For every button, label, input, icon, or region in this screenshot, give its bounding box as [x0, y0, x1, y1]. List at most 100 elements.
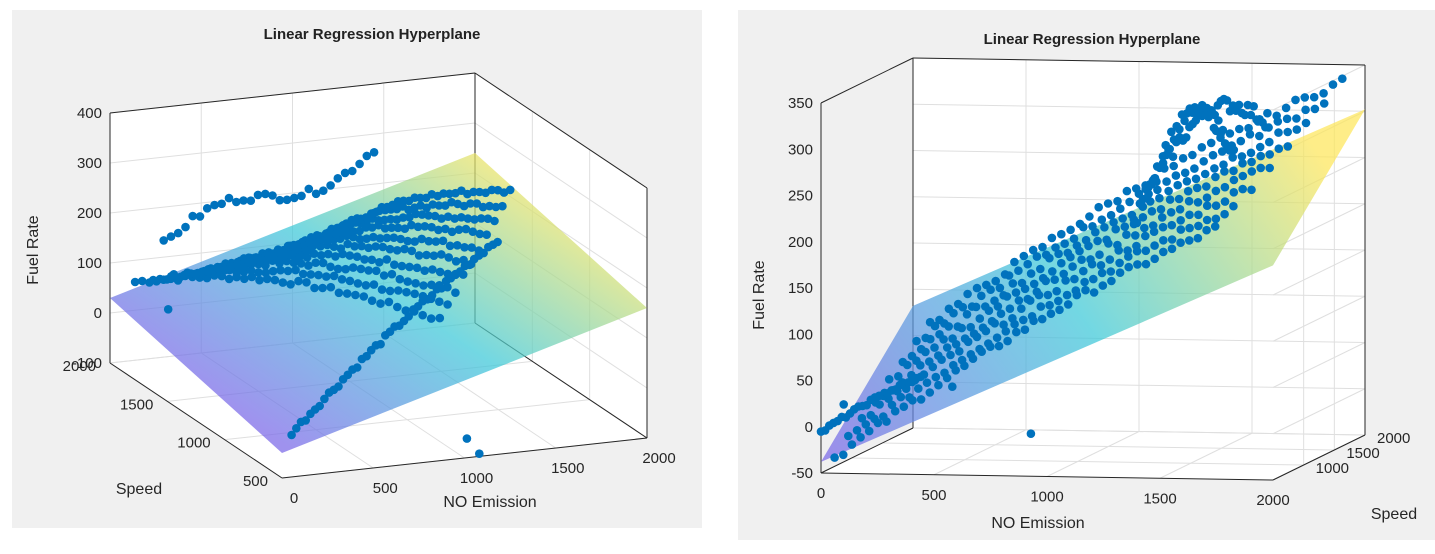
data-point: [944, 304, 954, 314]
data-point: [240, 274, 249, 284]
data-point: [393, 302, 402, 312]
data-point: [505, 185, 515, 195]
data-point: [1063, 300, 1073, 309]
data-point: [362, 234, 371, 243]
gridline-z-back: [912, 427, 1366, 436]
data-point: [1131, 184, 1141, 193]
data-point: [1175, 125, 1184, 134]
data-point: [1038, 242, 1047, 252]
data-point: [360, 255, 369, 264]
data-point: [396, 234, 406, 244]
data-point: [278, 278, 288, 287]
data-point: [1093, 236, 1102, 246]
data-point: [1164, 186, 1173, 196]
data-point: [1319, 99, 1329, 108]
data-point: [995, 283, 1005, 293]
gridline-z-side: [474, 122, 648, 239]
z-axis-label: Fuel Rate: [25, 215, 42, 284]
z-tick-labels: -100 0 100 200 300 400: [72, 105, 102, 372]
axis-edge: [912, 57, 1366, 66]
data-point: [1051, 243, 1060, 252]
data-point: [493, 237, 502, 247]
data-point: [479, 248, 488, 258]
data-point: [437, 250, 446, 259]
data-point: [159, 236, 168, 245]
data-point: [461, 224, 471, 234]
chart-title: Linear Regression Hyperplane: [264, 26, 481, 43]
data-point: [1167, 127, 1176, 137]
data-point: [435, 267, 445, 277]
data-point: [1038, 273, 1048, 283]
data-point: [879, 412, 888, 421]
data-point: [283, 266, 293, 276]
data-point: [1062, 290, 1072, 300]
data-point: [1100, 223, 1109, 232]
data-point: [382, 233, 392, 243]
data-point: [424, 236, 434, 246]
data-point: [975, 344, 984, 354]
data-point: [987, 316, 997, 326]
data-point: [402, 287, 411, 297]
data-point: [1066, 225, 1075, 235]
data-point: [1180, 168, 1190, 178]
data-point: [1183, 186, 1193, 196]
data-point: [355, 226, 364, 236]
data-point: [1256, 151, 1265, 161]
data-point: [443, 212, 453, 221]
data-point: [1222, 96, 1232, 105]
data-point: [1105, 255, 1115, 264]
data-point: [999, 320, 1008, 330]
data-point: [361, 281, 371, 290]
data-point: [1265, 163, 1274, 173]
data-point: [899, 402, 909, 412]
data-point: [1210, 164, 1219, 173]
data-point: [1103, 199, 1113, 208]
data-point: [921, 333, 930, 343]
data-point: [1156, 205, 1166, 214]
data-point: [246, 266, 256, 275]
data-point: [1158, 222, 1168, 232]
data-point: [467, 243, 477, 252]
data-point: [1175, 205, 1185, 214]
x-tick-label: 2000: [1256, 492, 1289, 509]
data-point: [253, 190, 263, 200]
data-point: [1003, 336, 1012, 346]
data-point: [431, 237, 441, 246]
data-point: [1301, 118, 1311, 128]
data-point: [934, 380, 943, 390]
data-point: [1292, 125, 1302, 134]
data-point: [1247, 167, 1257, 176]
data-point: [1220, 209, 1229, 219]
data-point: [1111, 224, 1120, 234]
data-point: [953, 322, 963, 331]
data-point: [297, 191, 306, 201]
data-point: [457, 213, 466, 222]
data-point: [417, 210, 427, 219]
data-point: [430, 211, 440, 221]
data-point: [916, 344, 926, 354]
data-point: [1141, 259, 1151, 269]
data-point: [422, 250, 431, 260]
data-point: [333, 174, 343, 183]
y-tick-label: 500: [243, 473, 268, 490]
data-point: [343, 239, 353, 249]
data-point: [1200, 169, 1210, 179]
data-point: [1244, 123, 1253, 133]
data-point: [1047, 233, 1057, 243]
data-point: [1057, 229, 1066, 239]
data-point: [395, 274, 405, 284]
data-point: [435, 297, 444, 307]
data-point: [1077, 255, 1086, 264]
data-point: [334, 288, 344, 298]
data-point: [1246, 148, 1256, 158]
data-point: [1176, 216, 1185, 225]
left-chart[interactable]: 0 500 1000 1500 2000 500 1000 1500 2000 -100 0 10…: [12, 10, 702, 528]
z-tick-label: 50: [796, 373, 813, 390]
data-point: [246, 196, 256, 205]
data-point: [1008, 279, 1018, 288]
data-point: [341, 264, 350, 274]
data-point: [1071, 286, 1081, 295]
gridline-y-floor: [882, 442, 1335, 451]
data-point: [972, 283, 982, 293]
